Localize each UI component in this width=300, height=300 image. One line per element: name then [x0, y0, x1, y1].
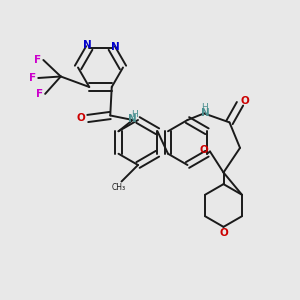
Text: CH₃: CH₃ — [112, 183, 126, 192]
Text: O: O — [200, 145, 208, 155]
Text: F: F — [36, 89, 43, 99]
Text: N: N — [128, 114, 137, 124]
Text: H: H — [131, 110, 138, 119]
Text: N: N — [83, 40, 92, 50]
Text: F: F — [29, 73, 36, 83]
Text: H: H — [202, 103, 208, 112]
Text: O: O — [240, 96, 249, 106]
Text: O: O — [77, 113, 85, 124]
Text: O: O — [219, 229, 228, 238]
Text: N: N — [200, 108, 209, 118]
Text: N: N — [111, 41, 120, 52]
Text: F: F — [34, 55, 41, 65]
